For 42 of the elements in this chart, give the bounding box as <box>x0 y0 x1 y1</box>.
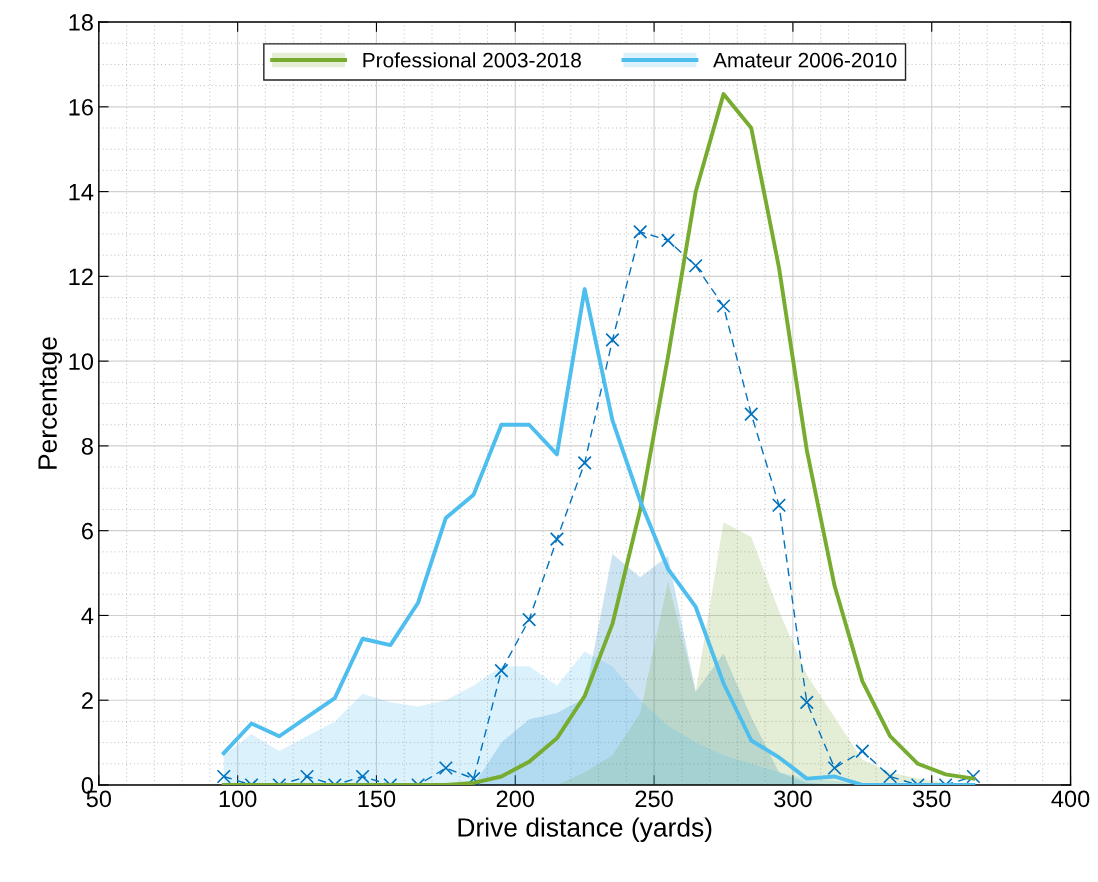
y-tick-label: 14 <box>69 183 94 201</box>
y-tick-label: 10 <box>69 353 94 370</box>
x-tick-label: 150 <box>358 790 396 808</box>
point <box>855 743 870 759</box>
y-tick-label: 8 <box>81 437 93 455</box>
point <box>438 760 453 776</box>
x-tick-label: 250 <box>635 790 673 808</box>
point <box>633 224 648 239</box>
point <box>605 332 620 348</box>
point <box>688 258 703 273</box>
x-tick-label: 200 <box>496 790 535 808</box>
x-axis-title: Drive distance (yards) <box>458 817 712 843</box>
x-tick-label: 100 <box>219 790 257 808</box>
legend-label: Professional 2003-2018 <box>363 52 581 68</box>
y-tick-label: 12 <box>69 268 93 285</box>
point <box>299 769 315 784</box>
point <box>216 769 231 784</box>
point <box>744 407 759 422</box>
point <box>494 663 509 678</box>
point <box>660 233 676 248</box>
line-series <box>221 92 976 785</box>
point <box>716 298 731 314</box>
y-tick-label: 4 <box>81 607 94 624</box>
x-tick-label: 350 <box>912 790 951 808</box>
y-tick-label: 18 <box>69 14 93 31</box>
legend-label: Amateur 2006-2010 <box>713 52 897 68</box>
point <box>577 455 592 470</box>
y-axis-title: Percentage <box>38 337 63 469</box>
y-tick-label: 6 <box>82 522 93 540</box>
point <box>883 769 898 784</box>
point <box>522 612 537 627</box>
point <box>799 695 814 710</box>
point <box>549 532 565 547</box>
point <box>355 769 370 784</box>
point <box>771 498 787 513</box>
x-tick-label: 300 <box>774 790 812 808</box>
y-tick-label: 16 <box>69 98 93 116</box>
point <box>827 760 842 776</box>
point <box>966 769 981 784</box>
y-tick-label: 2 <box>82 692 93 709</box>
point <box>466 771 481 785</box>
x-tick-label: 400 <box>1051 790 1090 808</box>
